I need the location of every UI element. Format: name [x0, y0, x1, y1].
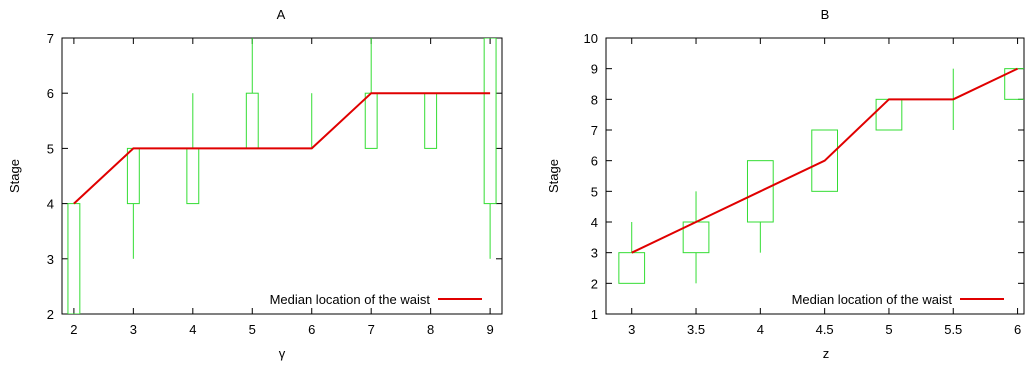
- chart-a-ylabel: Stage: [7, 159, 22, 193]
- y-tick-label: 8: [591, 92, 598, 107]
- panel-b: B Stage z 3 3.5 4 4.5 5 5.5 6 1 2 3 4 5 6 7 8 9 10 Median…: [546, 7, 1025, 361]
- series-line-median: [631, 67, 1018, 254]
- x-tick-label: 4: [189, 322, 196, 337]
- legend-label: Median location of the waist: [792, 292, 953, 307]
- y-tick-label: 3: [591, 246, 598, 261]
- box-rect: [746, 160, 774, 223]
- chart-b-plot: 3 3.5 4 4.5 5 5.5 6 1 2 3 4 5 6 7 8 9 10 Median location …: [584, 31, 1025, 337]
- x-tick-label: 9: [486, 322, 493, 337]
- y-tick-label: 5: [47, 141, 54, 156]
- box-3: [618, 222, 646, 284]
- y-tick-label: 7: [47, 31, 54, 46]
- y-tick-label: 7: [591, 123, 598, 138]
- y-tick-label: 4: [591, 215, 598, 230]
- box-4: [746, 160, 774, 253]
- box-rect: [126, 147, 140, 205]
- y-tick-label: 6: [591, 154, 598, 169]
- box-rect: [186, 147, 200, 205]
- x-tick-label: 5: [249, 322, 256, 337]
- box-rect: [424, 92, 438, 149]
- y-tick-label: 2: [591, 276, 598, 291]
- box-rect: [875, 98, 903, 131]
- box-2: [67, 203, 81, 314]
- x-tick-label: 3.5: [687, 322, 705, 337]
- chart-b-title: B: [821, 7, 830, 22]
- box-rect: [364, 92, 378, 149]
- chart-b-xlabel: z: [823, 346, 830, 361]
- x-tick-label: 4.5: [816, 322, 834, 337]
- chart-a-frame: [61, 37, 503, 315]
- box-rect: [618, 252, 646, 284]
- chart-a-plot: 2 3 4 5 6 7 8 9 2 3 4 5 6 7 Median location of the wai…: [47, 31, 503, 337]
- box-rect: [245, 92, 259, 149]
- chart-a-marks: [67, 38, 497, 314]
- x-tick-label: 3: [628, 322, 635, 337]
- chart-b-frame: [605, 37, 1025, 315]
- x-tick-label: 6: [308, 322, 315, 337]
- series-line-median: [73, 92, 491, 205]
- y-tick-label: 1: [591, 307, 598, 322]
- x-tick-label: 4: [757, 322, 764, 337]
- legend-label: Median location of the waist: [270, 292, 431, 307]
- box-rect: [67, 203, 81, 314]
- chart-b-marks: [618, 67, 1024, 284]
- x-tick-label: 7: [368, 322, 375, 337]
- x-tick-label: 6: [1014, 322, 1021, 337]
- box-rect: [811, 129, 839, 192]
- box-5: [245, 38, 259, 149]
- y-tick-label: 3: [47, 252, 54, 267]
- x-tick-label: 5: [885, 322, 892, 337]
- box-8: [424, 92, 438, 149]
- box-5: [875, 98, 903, 131]
- y-tick-label: 10: [584, 31, 598, 46]
- chart-b-ylabel: Stage: [546, 159, 561, 193]
- y-tick-label: 6: [47, 86, 54, 101]
- x-tick-label: 2: [70, 322, 77, 337]
- x-tick-label: 5.5: [944, 322, 962, 337]
- chart-a-title: A: [277, 7, 286, 22]
- box-4.5: [811, 129, 839, 192]
- box-3: [126, 147, 140, 259]
- x-tick-label: 3: [130, 322, 137, 337]
- box-9: [483, 38, 497, 259]
- box-3.5: [682, 191, 710, 284]
- y-tick-label: 2: [47, 307, 54, 322]
- y-tick-label: 5: [591, 184, 598, 199]
- box-rect: [483, 38, 497, 205]
- y-tick-label: 9: [591, 62, 598, 77]
- panel-a: A Stage γ 2 3 4 5 6 7 8 9 2 3 4 5 6 7 Median location …: [7, 7, 503, 361]
- x-tick-label: 8: [427, 322, 434, 337]
- y-tick-label: 4: [47, 197, 54, 212]
- chart-a-xlabel: γ: [279, 346, 286, 361]
